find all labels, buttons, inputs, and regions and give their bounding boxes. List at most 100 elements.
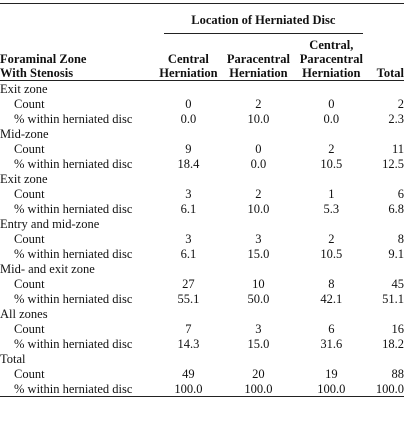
zone-label: Mid- and exit zone — [0, 262, 95, 276]
cell-pct-central-paracentral: 42.1 — [320, 292, 343, 306]
cell-count-total: 88 — [391, 367, 404, 381]
cell-pct-central: 14.3 — [177, 337, 200, 351]
percent-row: % within herniated disc 14.3 15.0 31.6 18.2 — [0, 336, 404, 351]
cell-count-central: 49 — [182, 367, 195, 381]
cell-pct-central-paracentral: 100.0 — [295, 381, 367, 397]
cell-pct-central-paracentral: 10.5 — [320, 247, 343, 261]
cell-pct-central-paracentral: 5.3 — [323, 202, 340, 216]
zone-label: Mid-zone — [0, 127, 49, 141]
percent-row: % within herniated disc 100.0 100.0 100.0 10… — [0, 381, 404, 397]
zone-row: All zones — [0, 306, 404, 321]
cell-count-paracentral: 2 — [255, 97, 262, 111]
cell-count-central: 7 — [185, 322, 192, 336]
cell-pct-central: 55.1 — [177, 292, 200, 306]
count-label: Count — [14, 142, 45, 156]
stub-header: Foraminal Zone With Stenosis — [0, 34, 156, 81]
count-row: Count 3 3 2 8 — [0, 231, 404, 246]
percent-row: % within herniated disc 18.4 0.0 10.5 12.5 — [0, 156, 404, 171]
count-label: Count — [14, 322, 45, 336]
count-row: Count 49 20 19 88 — [0, 366, 404, 381]
cell-pct-total: 2.3 — [388, 112, 404, 126]
cell-pct-central: 6.1 — [180, 202, 197, 216]
group-header-row: Location of Herniated Disc — [0, 3, 404, 34]
cell-count-paracentral: 3 — [255, 322, 262, 336]
zone-label: Exit zone — [0, 82, 48, 96]
cell-count-paracentral: 3 — [255, 232, 262, 246]
cell-count-central: 9 — [185, 142, 192, 156]
cell-pct-central: 18.4 — [177, 157, 200, 171]
percent-row: % within herniated disc 55.1 50.0 42.1 51.1 — [0, 291, 404, 306]
count-label: Count — [14, 367, 45, 381]
cell-count-central-paracentral: 1 — [328, 187, 335, 201]
cell-pct-central-paracentral: 0.0 — [323, 112, 340, 126]
cell-count-paracentral: 2 — [255, 187, 262, 201]
zone-label: Exit zone — [0, 172, 48, 186]
count-label: Count — [14, 232, 45, 246]
cell-count-central: 0 — [185, 97, 192, 111]
cell-pct-central: 100.0 — [155, 381, 222, 397]
cell-pct-total: 18.2 — [382, 337, 404, 351]
cell-pct-paracentral: 0.0 — [250, 157, 267, 171]
cell-pct-paracentral: 50.0 — [247, 292, 270, 306]
cell-count-total: 2 — [397, 97, 404, 111]
zone-row: Exit zone — [0, 81, 404, 97]
zone-label: All zones — [0, 307, 48, 321]
cell-count-paracentral: 20 — [252, 367, 265, 381]
col-header-central-paracentral: Central, Paracentral Herniation — [295, 34, 367, 81]
cell-count-total: 6 — [397, 187, 404, 201]
cell-count-central: 3 — [185, 187, 192, 201]
cell-pct-total: 51.1 — [382, 292, 404, 306]
group-header: Location of Herniated Disc — [155, 3, 367, 34]
cell-count-central-paracentral: 2 — [328, 142, 335, 156]
cell-count-paracentral: 10 — [252, 277, 265, 291]
percent-label: % within herniated disc — [14, 112, 133, 126]
cell-count-total: 11 — [391, 142, 404, 156]
cell-count-central-paracentral: 6 — [328, 322, 335, 336]
count-row: Count 3 2 1 6 — [0, 186, 404, 201]
cell-pct-paracentral: 100.0 — [221, 381, 296, 397]
zone-row: Total — [0, 351, 404, 366]
cell-pct-paracentral: 10.0 — [247, 112, 270, 126]
percent-label: % within herniated disc — [0, 381, 156, 397]
crosstab-table: Location of Herniated Disc Foraminal Zon… — [0, 3, 404, 397]
count-row: Count 9 0 2 11 — [0, 141, 404, 156]
cell-pct-total: 9.1 — [388, 247, 404, 261]
zone-row: Entry and mid-zone — [0, 216, 404, 231]
cell-pct-central-paracentral: 31.6 — [320, 337, 343, 351]
cell-count-paracentral: 0 — [255, 142, 262, 156]
cell-pct-total: 100.0 — [366, 381, 404, 397]
cell-count-central-paracentral: 2 — [328, 232, 335, 246]
percent-row: % within herniated disc 6.1 10.0 5.3 6.8 — [0, 201, 404, 216]
zone-row: Exit zone — [0, 171, 404, 186]
count-label: Count — [14, 187, 45, 201]
zone-row: Mid- and exit zone — [0, 261, 404, 276]
cell-pct-paracentral: 10.0 — [247, 202, 270, 216]
count-row: Count 7 3 6 16 — [0, 321, 404, 336]
zone-row: Mid-zone — [0, 126, 404, 141]
percent-label: % within herniated disc — [14, 202, 133, 216]
percent-label: % within herniated disc — [14, 157, 133, 171]
cell-count-total: 8 — [397, 232, 404, 246]
zone-label: Total — [0, 352, 26, 366]
cell-count-central: 27 — [182, 277, 195, 291]
cell-pct-central: 6.1 — [180, 247, 197, 261]
cell-pct-central: 0.0 — [180, 112, 197, 126]
column-header-row: Foraminal Zone With Stenosis Central Her… — [0, 34, 404, 81]
count-label: Count — [14, 277, 45, 291]
col-header-central: Central Herniation — [155, 34, 222, 81]
cell-count-total: 45 — [391, 277, 404, 291]
percent-label: % within herniated disc — [14, 337, 133, 351]
cell-pct-total: 6.8 — [388, 202, 404, 216]
cell-count-total: 16 — [391, 322, 404, 336]
cell-count-central-paracentral: 8 — [328, 277, 335, 291]
col-header-total: Total — [366, 34, 404, 81]
cell-count-central-paracentral: 0 — [328, 97, 335, 111]
count-row: Count 27 10 8 45 — [0, 276, 404, 291]
cell-pct-paracentral: 15.0 — [247, 247, 270, 261]
zone-label: Entry and mid-zone — [0, 217, 100, 231]
col-header-paracentral: Paracentral Herniation — [221, 34, 296, 81]
table-body: Exit zone Count 0 2 0 2% within herniated dis… — [0, 81, 404, 397]
percent-row: % within herniated disc 0.0 10.0 0.0 2.3 — [0, 111, 404, 126]
count-row: Count 0 2 0 2 — [0, 96, 404, 111]
